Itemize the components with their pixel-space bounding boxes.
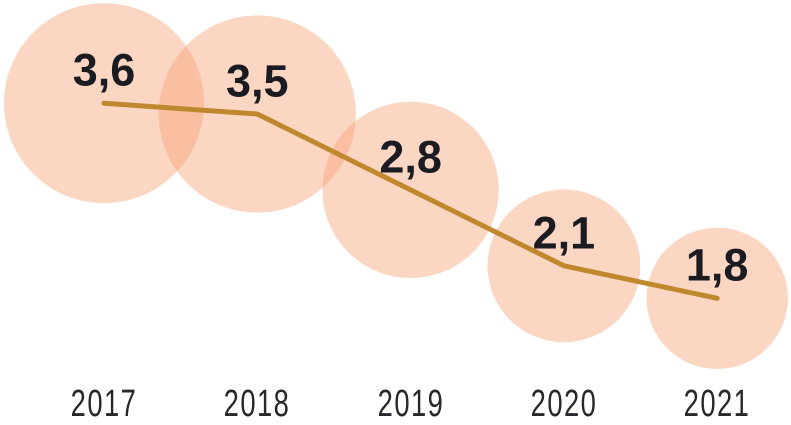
value-label-2017: 3,6 [72,44,136,96]
category-label-2017: 2017 [70,383,138,425]
trend-line [101,100,720,301]
value-label-2020: 2,1 [532,207,596,259]
value-label-2021: 1,8 [685,239,749,291]
value-label-2019: 2,8 [379,131,442,183]
value-label-2018: 3,5 [226,55,289,107]
category-label-2020: 2020 [530,383,598,425]
category-label-2021: 2021 [683,383,751,425]
category-label-2018: 2018 [223,383,291,425]
category-label-2019: 2019 [377,383,444,425]
